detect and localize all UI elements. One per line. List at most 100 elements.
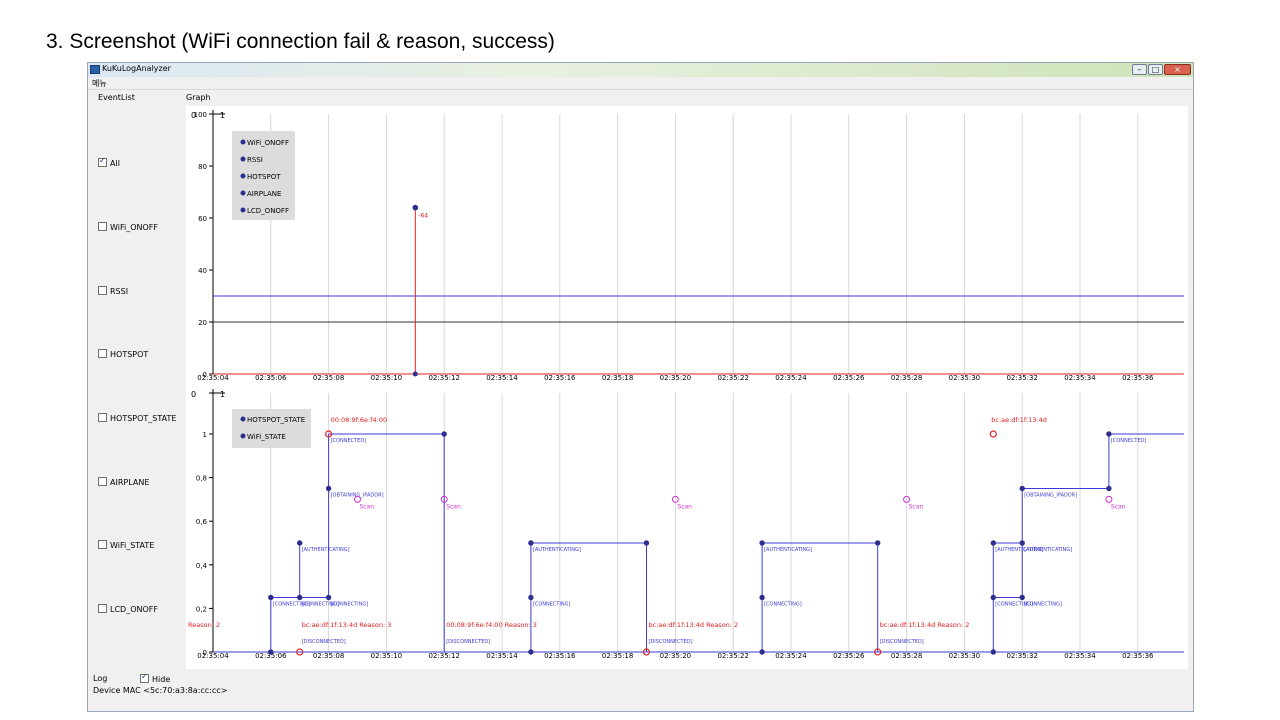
- top-x-tick-label: 02:35:16: [544, 374, 576, 382]
- top-x-tick-label: 02:35:26: [833, 374, 865, 382]
- top-legend-label: HOTSPOT: [247, 173, 281, 181]
- top-y-tick-label: 0: [203, 371, 207, 379]
- bottom-x-tick-label: 02:35:34: [1064, 652, 1096, 660]
- state-point: [441, 431, 447, 437]
- checkbox[interactable]: [98, 286, 107, 295]
- menu-item-main[interactable]: 메뉴: [92, 79, 107, 88]
- checkbox[interactable]: [98, 156, 107, 167]
- state-label: [CONNECTING]: [273, 602, 311, 608]
- bottom-y-tick-label: 0,6: [196, 518, 208, 526]
- state-label: [DISCONNECTED]: [880, 639, 924, 645]
- state-point: [268, 594, 274, 601]
- filter-label: All: [110, 159, 120, 168]
- log-label: Log: [93, 674, 108, 683]
- state-point: [990, 540, 996, 546]
- state-label: [CONNECTED]: [1111, 438, 1147, 444]
- state-point: [325, 594, 332, 601]
- bottom-legend-label: WiFi_STATE: [247, 433, 286, 441]
- checkbox[interactable]: [98, 477, 107, 486]
- state-point: [528, 649, 534, 655]
- tab-graph[interactable]: Graph: [186, 93, 211, 102]
- state-point: [528, 594, 534, 601]
- red-event-ring: [874, 648, 882, 656]
- state-point: [325, 485, 332, 492]
- bottom-x-tick-label: 02:35:04: [197, 652, 229, 660]
- bottom-x-tick-label: 02:35:12: [428, 652, 459, 660]
- state-label: [CONNECTING]: [1024, 602, 1062, 608]
- state-label: [CONNECTING]: [533, 602, 571, 608]
- state-point: [1106, 485, 1112, 492]
- app-icon: [90, 65, 100, 74]
- graph-panel: 02:35:04 02:35:06 02:35:08 02:35:10 02:35:12…: [186, 106, 1188, 669]
- red-event-ring: [989, 430, 997, 438]
- state-label: [OBTAINING_IPADDR]: [331, 493, 384, 499]
- disconnect-reason-label: 00:08:9f:6e:f4:00 Reason: 3: [446, 621, 537, 629]
- filter-label: AIRPLANE: [110, 478, 150, 487]
- bottom-x-tick-label: 02:35:26: [833, 652, 865, 660]
- connected-mac-label: bc:ae:df:1f:13:4d: [991, 416, 1047, 424]
- filter-wifi-onoff[interactable]: WiFi_ONOFF: [98, 222, 158, 232]
- hide-toggle[interactable]: Hide: [140, 672, 170, 684]
- top-x-tick-label: 02:35:22: [717, 374, 748, 382]
- state-point: [1019, 485, 1025, 492]
- filter-label: HOTSPOT_STATE: [110, 414, 177, 423]
- event-filter-sidebar: All WiFi_ONOFF RSSI HOTSPOT HOTSPOT_STAT…: [88, 103, 185, 668]
- filter-label: WiFi_STATE: [110, 541, 155, 550]
- maximize-button[interactable]: □: [1148, 64, 1163, 75]
- checkbox[interactable]: [98, 349, 107, 358]
- disconnect-reason-label: bc:ae:df:1f:13:4d Reason: 2: [880, 621, 970, 629]
- checkbox[interactable]: [98, 604, 107, 613]
- state-point: [990, 649, 996, 655]
- top-x-tick-label: 02:35:36: [1122, 374, 1154, 382]
- scan-marker: [903, 495, 911, 503]
- title-bar: KuKuLogAnalyzer – □ ×: [88, 63, 1193, 77]
- state-point: [990, 594, 996, 601]
- state-point: [528, 540, 534, 546]
- state-label: [CONNECTING]: [764, 602, 802, 608]
- tab-eventlist[interactable]: EventList: [98, 93, 135, 102]
- bottom-x-tick-label: 02:35:24: [775, 652, 807, 660]
- top-x-tick-label: 02:35:34: [1064, 374, 1096, 382]
- top-y-tick-label: 80: [198, 163, 207, 171]
- filter-hotspot-state[interactable]: HOTSPOT_STATE: [98, 413, 176, 423]
- filter-wifi-state[interactable]: WiFi_STATE: [98, 540, 154, 550]
- checkbox[interactable]: [98, 540, 107, 549]
- filter-airplane[interactable]: AIRPLANE: [98, 477, 149, 487]
- state-point: [268, 649, 274, 655]
- state-label: [AUTHENTICATING]: [764, 547, 812, 553]
- top-legend-marker: [240, 139, 246, 145]
- filter-hotspot[interactable]: HOTSPOT: [98, 349, 148, 359]
- top-x-tick-label: 02:35:12: [428, 374, 459, 382]
- checkbox[interactable]: [98, 413, 107, 422]
- minimize-button[interactable]: –: [1132, 64, 1147, 75]
- top-legend-marker: [240, 173, 246, 179]
- state-point: [297, 540, 303, 546]
- filter-label: RSSI: [110, 287, 129, 296]
- bottom-x-tick-label: 02:35:28: [891, 652, 922, 660]
- bottom-y-tick-label: 0,4: [196, 562, 208, 570]
- close-button[interactable]: ×: [1164, 64, 1191, 75]
- top-x-tick-label: 02:35:30: [949, 374, 980, 382]
- state-point: [759, 594, 765, 601]
- red-event-ring: [296, 648, 304, 656]
- filter-label: HOTSPOT: [110, 350, 149, 359]
- checkbox[interactable]: [98, 222, 107, 231]
- top-x-tick-label: 02:35:32: [1006, 374, 1037, 382]
- bottom-x-tick-label: 02:35:16: [544, 652, 576, 660]
- filter-lcd-onoff[interactable]: LCD_ONOFF: [98, 604, 158, 614]
- scan-label: Scan: [360, 503, 375, 510]
- state-label: [CONNECTED]: [331, 438, 367, 444]
- checkbox[interactable]: [140, 672, 149, 683]
- bottom-legend-marker: [240, 433, 246, 439]
- bottom-x-tick-label: 02:35:14: [486, 652, 518, 660]
- graph-svg[interactable]: 02:35:04 02:35:06 02:35:08 02:35:10 02:35:12…: [186, 106, 1188, 669]
- bottom-y-tick-label: 0,8: [196, 475, 207, 483]
- state-point: [759, 649, 765, 655]
- filter-rssi[interactable]: RSSI: [98, 286, 128, 296]
- bottom-x-tick-label: 02:35:30: [949, 652, 980, 660]
- scan-marker: [1105, 495, 1113, 503]
- top-y-tick-label: 20: [198, 319, 207, 327]
- scan-marker: [671, 495, 679, 503]
- filter-all[interactable]: All: [98, 156, 120, 168]
- state-point: [759, 540, 765, 546]
